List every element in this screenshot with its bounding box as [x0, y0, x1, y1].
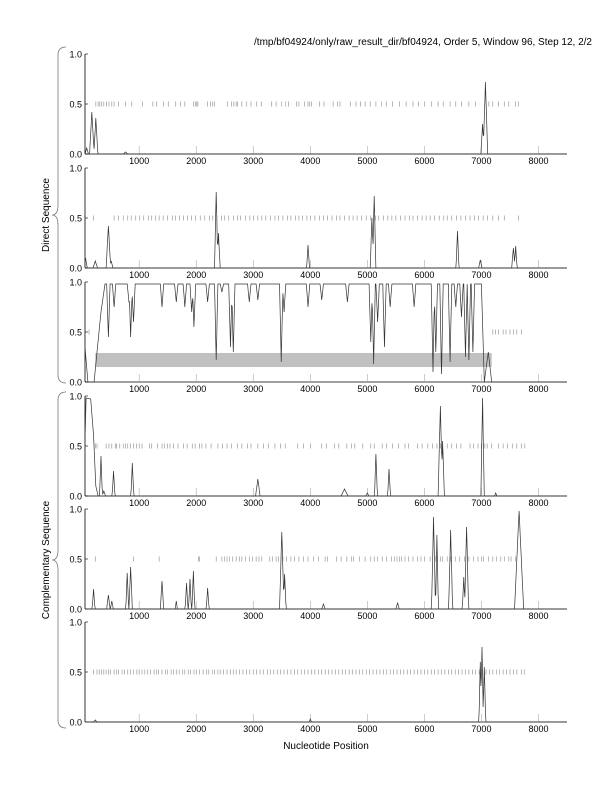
- x-tick-label: 1000: [129, 384, 149, 394]
- x-tick-label: 5000: [357, 270, 377, 280]
- probability-line: [84, 397, 567, 497]
- x-tick-label: 3000: [243, 724, 263, 734]
- y-tick-label: 1.0: [69, 618, 82, 628]
- y-tick-label: 0.0: [69, 492, 82, 502]
- y-tick-label: 0.5: [69, 668, 82, 678]
- y-tick-label: 0.5: [69, 442, 82, 452]
- x-tick-label: 1000: [129, 270, 149, 280]
- x-tick-label: 5000: [357, 156, 377, 166]
- x-tick-label: 1000: [129, 724, 149, 734]
- y-tick-label: 0.5: [69, 214, 82, 224]
- probability-line: [85, 510, 567, 610]
- x-tick-label: 7000: [471, 498, 491, 508]
- y-tick-label: 1.0: [69, 164, 82, 174]
- x-tick-label: 8000: [528, 270, 548, 280]
- x-tick-label: 2000: [186, 724, 206, 734]
- x-tick-label: 4000: [300, 611, 320, 621]
- y-tick-label: 1.0: [69, 505, 82, 515]
- x-axis-label: Nucleotide Position: [283, 741, 369, 752]
- x-tick-label: 3000: [243, 611, 263, 621]
- x-tick-label: 3000: [243, 270, 263, 280]
- x-tick-label: 8000: [528, 498, 548, 508]
- probability-line: [85, 646, 567, 723]
- coding-region-bar: [95, 353, 492, 367]
- y-tick-label: 0.5: [69, 555, 82, 565]
- y-tick-label: 1.0: [69, 392, 82, 402]
- x-tick-label: 5000: [357, 498, 377, 508]
- x-tick-label: 2000: [186, 611, 206, 621]
- x-tick-label: 2000: [186, 156, 206, 166]
- x-tick-label: 6000: [414, 611, 434, 621]
- x-tick-label: 6000: [414, 384, 434, 394]
- y-tick-label: 0.5: [69, 100, 82, 110]
- x-tick-label: 1000: [129, 611, 149, 621]
- x-tick-label: 7000: [471, 724, 491, 734]
- x-tick-label: 8000: [528, 611, 548, 621]
- y-tick-label: 0.0: [69, 378, 82, 388]
- y-tick-label: 0.0: [69, 718, 82, 728]
- x-tick-label: 5000: [357, 384, 377, 394]
- x-tick-label: 3000: [243, 384, 263, 394]
- panel-2: 0.0 0.5 1.0 1000 2000 3000 4000 5000 6000 7000 800…: [69, 164, 567, 280]
- probability-line: [84, 191, 567, 269]
- x-tick-label: 4000: [300, 156, 320, 166]
- x-tick-label: 5000: [357, 724, 377, 734]
- x-tick-label: 7000: [471, 270, 491, 280]
- x-tick-label: 6000: [414, 156, 434, 166]
- x-tick-label: 4000: [300, 384, 320, 394]
- x-tick-label: 3000: [243, 156, 263, 166]
- x-tick-label: 5000: [357, 611, 377, 621]
- x-tick-label: 1000: [129, 156, 149, 166]
- x-tick-label: 2000: [186, 498, 206, 508]
- x-tick-label: 2000: [186, 270, 206, 280]
- panel-3: 0.0 0.5 1.0 1000 2000 3000 4000 5000 6000 7000 800…: [69, 278, 567, 394]
- x-tick-label: 2000: [186, 384, 206, 394]
- x-tick-label: 8000: [528, 384, 548, 394]
- y-tick-label: 1.0: [69, 278, 82, 288]
- x-tick-label: 7000: [471, 611, 491, 621]
- x-tick-label: 6000: [414, 270, 434, 280]
- panel-1: 0.0 0.5 1.0 1000 2000 3000 4000 5000 6000 7000 800…: [69, 50, 567, 166]
- y-tick-label: 0.0: [69, 264, 82, 274]
- y-tick-label: 0.0: [69, 605, 82, 615]
- x-tick-label: 4000: [300, 724, 320, 734]
- x-tick-label: 7000: [471, 384, 491, 394]
- panel-4: 0.0 0.5 1.0 1000 2000 3000 4000 5000 6000 7000 800…: [69, 392, 567, 508]
- x-tick-label: 3000: [243, 498, 263, 508]
- x-tick-label: 6000: [414, 724, 434, 734]
- probability-line: [84, 283, 567, 383]
- x-tick-label: 4000: [300, 270, 320, 280]
- x-tick-label: 8000: [528, 156, 548, 166]
- panel-6: 0.0 0.5 1.0 1000 2000 3000 4000 5000 6000 7000 800…: [69, 618, 567, 734]
- x-tick-label: 7000: [471, 156, 491, 166]
- y-tick-label: 1.0: [69, 50, 82, 60]
- chart-header-title: /tmp/bf04924/only/raw_result_dir/bf04924…: [254, 37, 592, 48]
- x-tick-label: 8000: [528, 724, 548, 734]
- x-tick-label: 6000: [414, 498, 434, 508]
- panel-5: 0.0 0.5 1.0 1000 2000 3000 4000 5000 6000 7000 800…: [69, 505, 567, 621]
- brace-complementary: [51, 391, 67, 729]
- x-tick-label: 1000: [129, 498, 149, 508]
- x-tick-label: 4000: [300, 498, 320, 508]
- brace-direct: [51, 46, 67, 384]
- group-label-complementary: Complementary Sequence: [41, 500, 52, 619]
- y-tick-label: 0.5: [69, 328, 82, 338]
- probability-line: [84, 81, 567, 155]
- y-tick-label: 0.0: [69, 150, 82, 160]
- group-label-direct: Direct Sequence: [41, 178, 52, 252]
